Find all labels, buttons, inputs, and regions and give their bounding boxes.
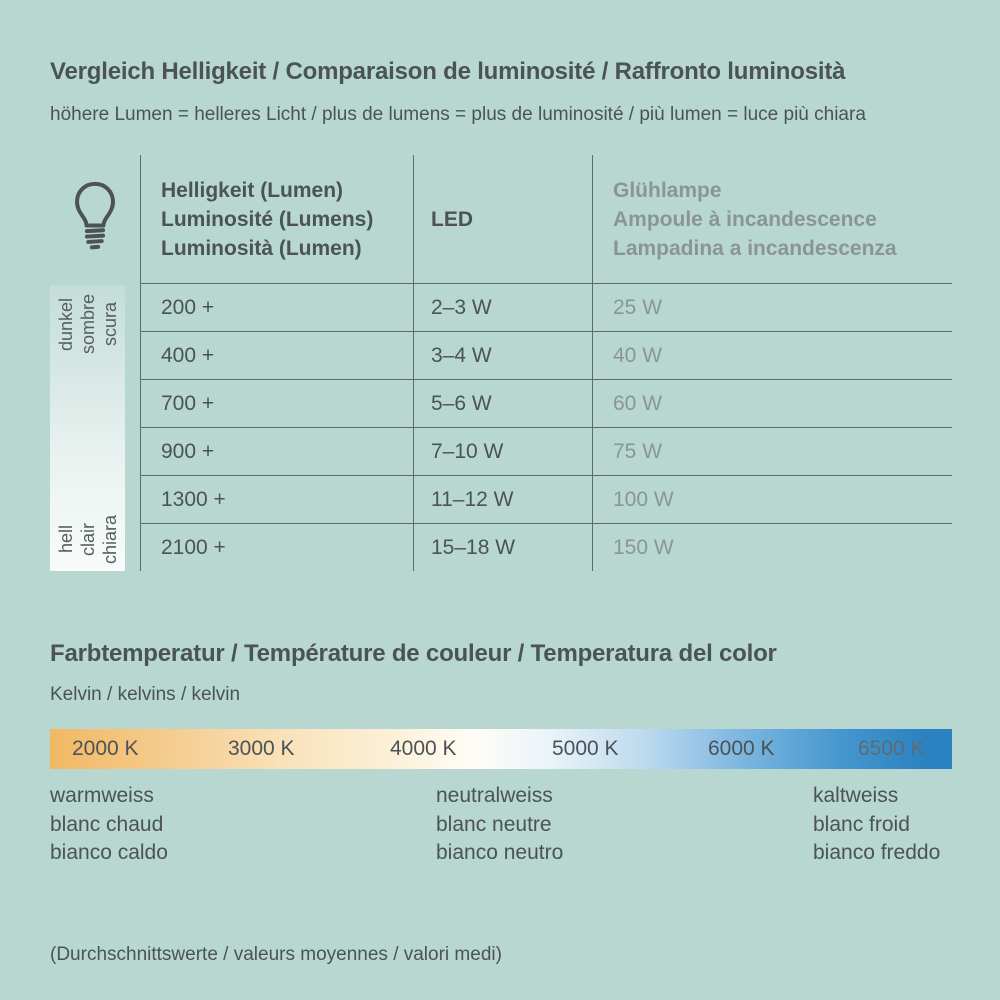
lumen-value: 400 + xyxy=(140,331,413,379)
warm-white-fr: blanc chaud xyxy=(50,812,164,836)
column-header-lumen: Helligkeit (Lumen) Luminosité (Lumens) L… xyxy=(140,155,413,283)
incandescent-watt-value: 150 W xyxy=(592,523,952,571)
neutral-white-de: neutralweiss xyxy=(436,784,553,807)
kelvin-tick-3000: 3000 K xyxy=(228,737,295,760)
average-values-note: (Durchschnittswerte / valeurs moyennes /… xyxy=(50,944,502,965)
brightness-subtitle: höhere Lumen = helleres Licht / plus de … xyxy=(50,104,866,125)
cold-white-it: bianco freddo xyxy=(813,841,941,864)
warm-white-de: warmweiss xyxy=(50,784,154,807)
temperature-subtitle: Kelvin / kelvins / kelvin xyxy=(50,684,241,705)
kelvin-tick-6000: 6000 K xyxy=(708,737,775,760)
incandescent-watt-value: 40 W xyxy=(592,331,952,379)
bulb-icon-cell xyxy=(50,155,140,283)
kelvin-gradient-bar: 2000 K 3000 K 4000 K 5000 K 6000 K 6500 … xyxy=(50,729,952,769)
lumen-value: 2100 + xyxy=(140,523,413,571)
incandescent-watt-value: 75 W xyxy=(592,427,952,475)
cold-white-fr: blanc froid xyxy=(813,812,910,836)
label-warm-white: warmweiss blanc chaud bianco caldo xyxy=(50,782,168,868)
led-watt-value: 3–4 W xyxy=(413,331,592,379)
led-watt-value: 5–6 W xyxy=(413,379,592,427)
header-led-label: LED xyxy=(431,207,473,231)
dark-to-light-gradient-strip: dunkel sombre scura hell clair chiara xyxy=(50,285,125,571)
column-header-led: LED xyxy=(413,155,592,283)
temperature-labels: warmweiss blanc chaud bianco caldo neutr… xyxy=(50,782,952,872)
kelvin-tick-5000: 5000 K xyxy=(552,737,619,760)
lightbulb-icon xyxy=(75,181,115,250)
led-watt-value: 15–18 W xyxy=(413,523,592,571)
led-watt-value: 7–10 W xyxy=(413,427,592,475)
header-incandescent-it: Lampadina a incandescenza xyxy=(613,236,897,260)
brightness-table: Helligkeit (Lumen) Luminosité (Lumens) L… xyxy=(50,155,952,572)
side-label-dark-de: dunkel xyxy=(55,297,76,351)
header-lumen-fr: Luminosité (Lumens) xyxy=(161,207,374,231)
led-watt-value: 2–3 W xyxy=(413,283,592,331)
incandescent-watt-value: 60 W xyxy=(592,379,952,427)
lumen-value: 900 + xyxy=(140,427,413,475)
side-label-light: hell clair chiara xyxy=(55,515,121,564)
header-lumen-de: Helligkeit (Lumen) xyxy=(161,178,344,202)
cold-white-de: kaltweiss xyxy=(813,784,899,807)
side-label-dark: dunkel sombre scura xyxy=(55,294,121,354)
led-watt-value: 11–12 W xyxy=(413,475,592,523)
temperature-title: Farbtemperatur / Température de couleur … xyxy=(50,640,777,667)
header-incandescent-de: Glühlampe xyxy=(613,178,722,202)
column-header-incandescent: Glühlampe Ampoule à incandescence Lampad… xyxy=(592,155,952,283)
kelvin-tick-6500: 6500 K xyxy=(858,737,925,760)
header-incandescent-fr: Ampoule à incandescence xyxy=(613,207,877,231)
label-neutral-white: neutralweiss blanc neutre bianco neutro xyxy=(436,782,563,868)
lumen-value: 1300 + xyxy=(140,475,413,523)
neutral-white-it: bianco neutro xyxy=(436,841,564,864)
side-label-light-fr: clair xyxy=(77,522,98,556)
lumen-value: 700 + xyxy=(140,379,413,427)
kelvin-tick-4000: 4000 K xyxy=(390,737,457,760)
lumen-value: 200 + xyxy=(140,283,413,331)
side-label-light-it: chiara xyxy=(99,514,120,564)
side-label-light-de: hell xyxy=(55,525,76,554)
header-lumen-it: Luminosità (Lumen) xyxy=(161,236,362,260)
warm-white-it: bianco caldo xyxy=(50,841,168,864)
side-label-dark-fr: sombre xyxy=(77,294,98,355)
side-label-dark-it: scura xyxy=(99,302,120,347)
neutral-white-fr: blanc neutre xyxy=(436,812,552,836)
incandescent-watt-value: 25 W xyxy=(592,283,952,331)
label-cold-white: kaltweiss blanc froid bianco freddo xyxy=(813,782,940,868)
brightness-title: Vergleich Helligkeit / Comparaison de lu… xyxy=(50,58,846,85)
kelvin-tick-2000: 2000 K xyxy=(72,737,139,760)
incandescent-watt-value: 100 W xyxy=(592,475,952,523)
